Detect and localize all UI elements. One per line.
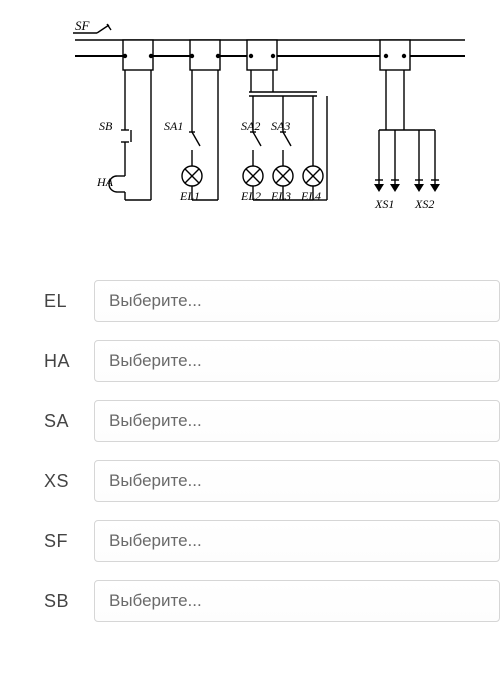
form-row-xs: XS Выберите...	[44, 460, 500, 502]
select-placeholder: Выберите...	[109, 471, 202, 491]
svg-text:EL1: EL1	[179, 189, 200, 203]
svg-text:SB: SB	[99, 119, 113, 133]
row-label: EL	[44, 291, 94, 312]
answer-form: ELВыберите...HAВыберите...SAВыберите...X…	[0, 280, 500, 622]
form-row-sb: SB Выберите...	[44, 580, 500, 622]
svg-text:XS1: XS1	[374, 197, 394, 211]
wiring-schematic: SF SB HA SA1 EL1 SA2 SA3 EL2 EL3 EL4 XS1 XS2	[35, 0, 465, 240]
select-sf[interactable]: Выберите...	[94, 520, 500, 562]
select-placeholder: Выберите...	[109, 591, 202, 611]
form-row-sf: SF Выберите...	[44, 520, 500, 562]
svg-text:EL3: EL3	[270, 189, 291, 203]
svg-text:SF: SF	[75, 18, 91, 33]
row-label: SB	[44, 591, 94, 612]
select-placeholder: Выберите...	[109, 351, 202, 371]
row-label: SF	[44, 531, 94, 552]
form-row-ha: HA Выберите...	[44, 340, 500, 382]
select-el[interactable]: Выберите...	[94, 280, 500, 322]
row-label: HA	[44, 351, 94, 372]
svg-text:SA1: SA1	[164, 119, 183, 133]
form-row-sa: SA Выберите...	[44, 400, 500, 442]
select-xs[interactable]: Выберите...	[94, 460, 500, 502]
svg-text:HA: HA	[96, 175, 114, 189]
form-row-el: EL Выберите...	[44, 280, 500, 322]
select-placeholder: Выберите...	[109, 411, 202, 431]
row-label: XS	[44, 471, 94, 492]
select-placeholder: Выберите...	[109, 531, 202, 551]
select-sa[interactable]: Выберите...	[94, 400, 500, 442]
row-label: SA	[44, 411, 94, 432]
svg-text:SA2: SA2	[241, 119, 260, 133]
svg-text:XS2: XS2	[414, 197, 434, 211]
select-ha[interactable]: Выберите...	[94, 340, 500, 382]
select-sb[interactable]: Выберите...	[94, 580, 500, 622]
select-placeholder: Выберите...	[109, 291, 202, 311]
svg-text:SA3: SA3	[271, 119, 290, 133]
svg-text:EL2: EL2	[240, 189, 261, 203]
svg-text:EL4: EL4	[300, 189, 321, 203]
